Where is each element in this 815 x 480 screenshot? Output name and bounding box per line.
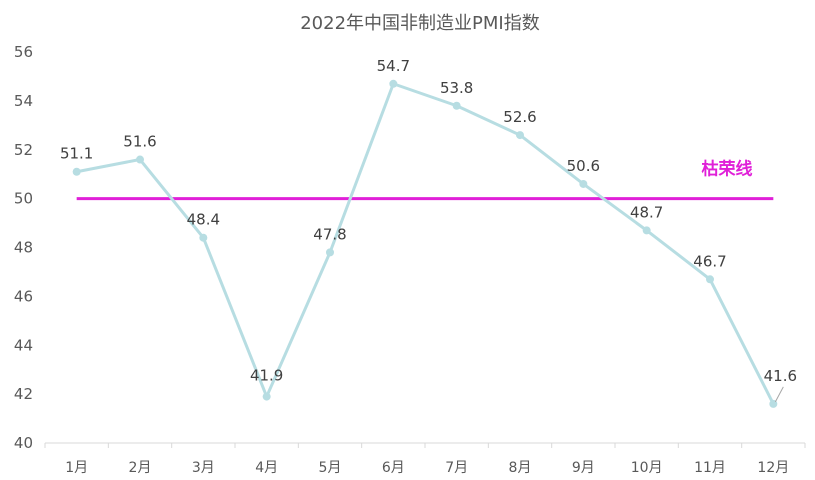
x-tick-label: 10月 — [631, 460, 663, 476]
series-line — [76, 82, 775, 405]
data-point — [262, 392, 271, 401]
data-label: 51.1 — [60, 145, 93, 163]
x-tick-label: 1月 — [65, 460, 88, 476]
data-label: 53.8 — [440, 79, 473, 97]
data-point — [136, 155, 144, 164]
chart-title: 2022年中国非制造业PMI指数 — [300, 13, 540, 34]
data-label: 48.4 — [187, 211, 220, 229]
x-tick-label: 12月 — [757, 460, 789, 476]
data-label: 47.8 — [313, 225, 346, 243]
y-tick-label: 50 — [14, 190, 33, 208]
data-label: 48.7 — [630, 203, 663, 221]
y-tick-label: 56 — [14, 43, 33, 61]
data-point — [706, 275, 714, 284]
data-label: 52.6 — [503, 108, 536, 126]
data-point — [326, 248, 334, 257]
x-tick-label: 7月 — [445, 460, 468, 476]
data-point — [452, 101, 461, 110]
y-tick-label: 42 — [14, 385, 33, 403]
data-label: 46.7 — [693, 252, 726, 270]
data-point — [516, 131, 524, 140]
data-labels-group: 51.1 51.6 48.4 41.9 47.8 54.7 53.8 52.6 50.6 48.7… — [60, 57, 797, 403]
x-tick-label: 2月 — [129, 460, 152, 476]
data-point — [579, 179, 588, 188]
reference-line-label: 枯荣线 — [702, 159, 753, 180]
x-tick-label: 8月 — [509, 460, 532, 476]
y-tick-label: 48 — [14, 239, 33, 257]
y-tick-label: 52 — [14, 141, 33, 159]
x-tick-label: 6月 — [382, 460, 405, 476]
x-tick-label: 4月 — [255, 460, 278, 476]
data-label-leader-line — [774, 386, 784, 403]
y-axis: 40 42 44 46 48 50 52 54 56 — [14, 43, 33, 452]
x-tick-label: 3月 — [192, 460, 215, 476]
data-point — [642, 226, 651, 235]
x-tick-label: 9月 — [572, 460, 595, 476]
x-tick-label: 11月 — [694, 460, 726, 476]
y-tick-label: 46 — [14, 287, 33, 305]
data-label: 54.7 — [377, 57, 410, 75]
data-label: 51.6 — [123, 133, 156, 151]
data-label: 41.6 — [764, 367, 797, 385]
y-tick-label: 40 — [14, 434, 33, 452]
x-tick-label: 5月 — [319, 460, 342, 476]
data-point — [389, 79, 398, 88]
data-label: 50.6 — [567, 157, 600, 175]
series-group — [72, 79, 778, 408]
x-axis: 1月 2月 3月 4月 5月 6月 7月 8月 9月 10月 11月 12月 — [44, 442, 806, 476]
data-label: 41.9 — [250, 367, 283, 385]
y-tick-label: 44 — [14, 336, 33, 354]
data-point — [72, 167, 81, 176]
reference-line-group: 枯荣线 — [76, 159, 774, 201]
y-tick-label: 54 — [14, 92, 33, 110]
data-point — [199, 233, 208, 242]
